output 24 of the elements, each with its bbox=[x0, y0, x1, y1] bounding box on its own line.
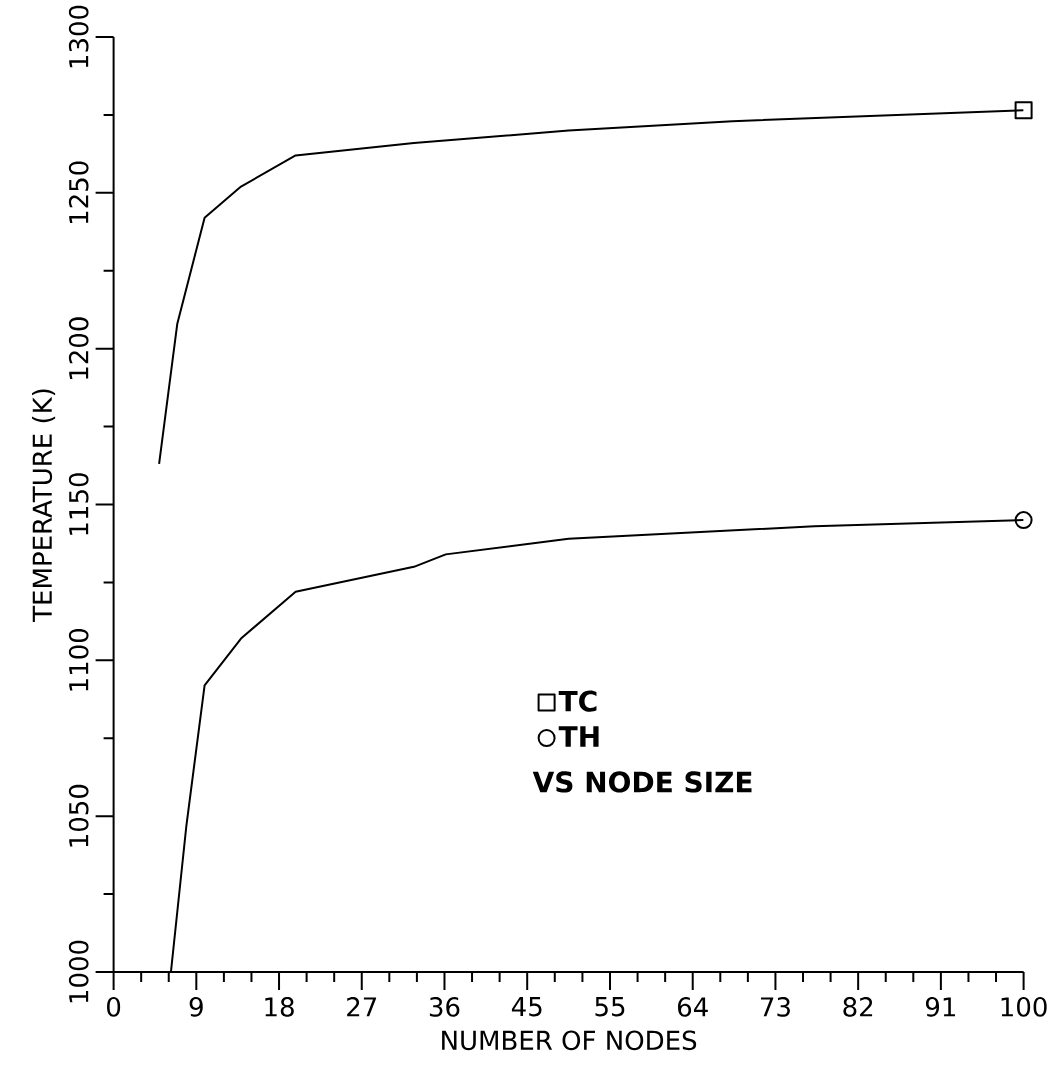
y-tick-label: 1300 bbox=[68, 5, 89, 68]
x-tick-label: 91 bbox=[925, 997, 956, 1017]
x-axis-title: NUMBER OF NODES bbox=[442, 1030, 697, 1051]
x-tick-label: 100 bbox=[1001, 997, 1047, 1017]
y-tick-label: 1250 bbox=[68, 161, 89, 224]
x-tick-label: 9 bbox=[189, 997, 203, 1017]
y-tick-label: 1100 bbox=[68, 629, 89, 691]
legend-label: TC bbox=[558, 690, 597, 712]
x-tick-label: 36 bbox=[429, 997, 460, 1017]
y-tick-label: 1050 bbox=[68, 784, 89, 847]
x-tick-label: 27 bbox=[347, 997, 377, 1017]
x-tick-label: 73 bbox=[761, 997, 790, 1017]
y-tick-label: 1000 bbox=[68, 940, 89, 1003]
x-tick-label: 55 bbox=[595, 997, 625, 1017]
legend-label: TH bbox=[558, 726, 599, 747]
x-tick-label: 18 bbox=[265, 997, 294, 1017]
x-tick-label: 0 bbox=[107, 997, 121, 1017]
y-tick-label: 1150 bbox=[68, 473, 89, 535]
annotation: VS NODE SIZE bbox=[532, 771, 752, 793]
x-tick-label: 64 bbox=[678, 997, 708, 1017]
y-axis-title: TEMPERATURE (K) bbox=[31, 389, 56, 622]
x-tick-label: 82 bbox=[843, 997, 873, 1017]
y-tick-label: 1200 bbox=[68, 317, 89, 379]
x-tick-label: 45 bbox=[511, 997, 542, 1017]
